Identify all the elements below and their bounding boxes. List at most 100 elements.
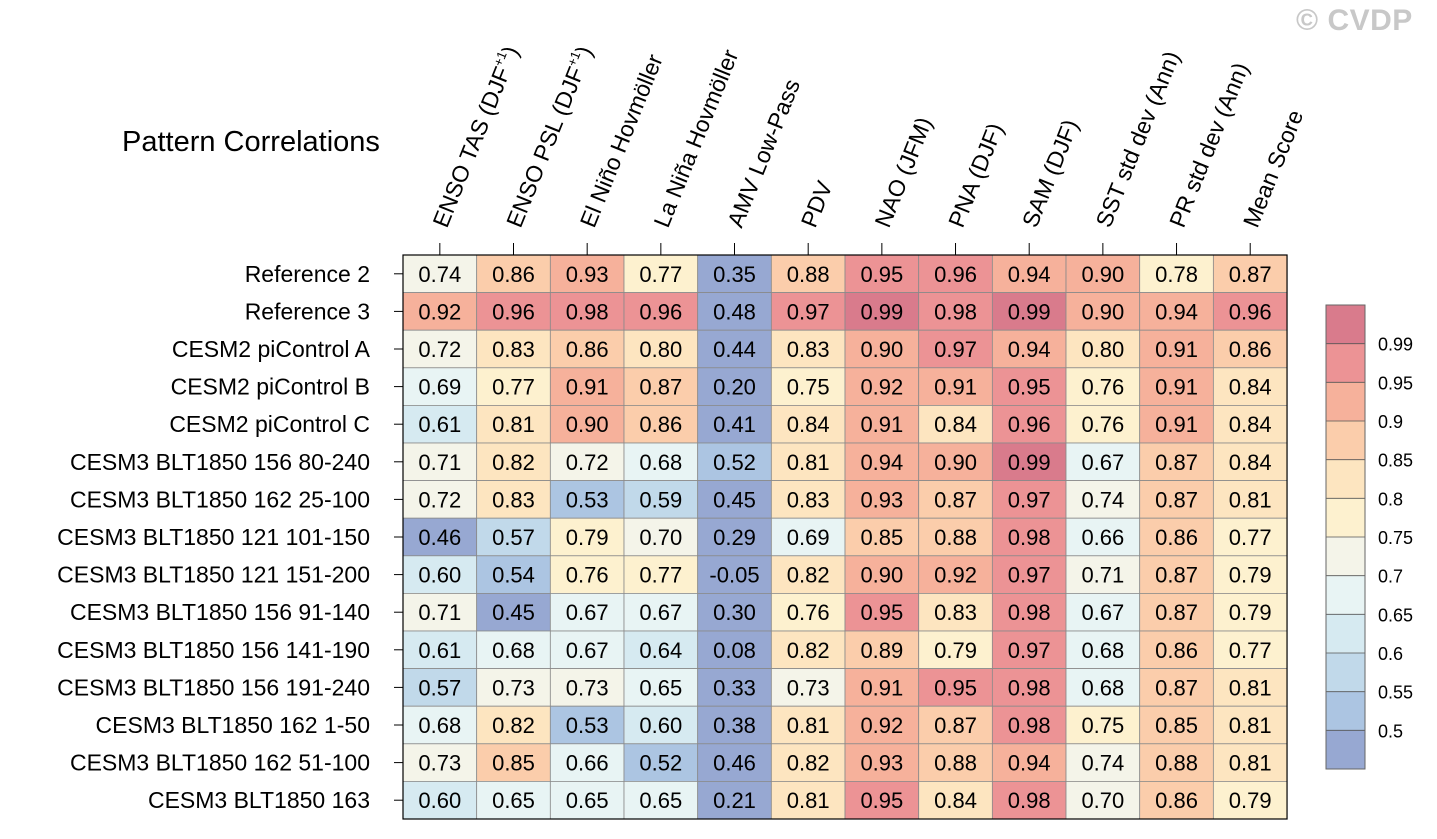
heatmap-cell [1139, 743, 1214, 782]
column-label: PNA (DJF) [943, 119, 1008, 231]
heatmap-cell [1065, 630, 1141, 669]
cell-value: 0.68 [1081, 675, 1124, 700]
heatmap-cell [991, 705, 1067, 745]
cell-value: 0.21 [713, 788, 756, 813]
colorbar-segment [1326, 498, 1365, 537]
cell-value: 0.97 [1008, 563, 1051, 588]
cell-value: 0.57 [418, 675, 461, 700]
colorbar-segment [1326, 343, 1365, 383]
cell-value: 0.93 [566, 262, 609, 287]
colorbar-segment [1326, 653, 1365, 692]
row-label: CESM3 BLT1850 162 51-100 [70, 750, 370, 776]
heatmap-cell [549, 404, 625, 444]
heatmap-cell [1212, 292, 1288, 331]
cell-value: 0.87 [934, 713, 977, 738]
heatmap-cell [549, 705, 625, 745]
cell-value: 0.94 [1008, 262, 1051, 287]
heatmap-cell [918, 329, 993, 369]
cell-value: 0.86 [639, 412, 682, 437]
heatmap-cell [697, 630, 772, 669]
cell-value: 0.35 [713, 262, 756, 287]
heatmap-cell [770, 555, 846, 594]
colorbar-segment [1326, 421, 1365, 460]
row-label: CESM2 piControl B [171, 374, 370, 400]
heatmap-cell [844, 630, 920, 669]
cell-value: 0.84 [1229, 375, 1272, 400]
cell-value: 0.86 [1229, 337, 1272, 362]
cell-value: 0.93 [860, 751, 903, 776]
watermark: © CVDP [1296, 4, 1413, 37]
cell-value: 0.78 [1155, 262, 1198, 287]
cell-value: 0.94 [860, 450, 903, 475]
cell-value: 0.33 [713, 675, 756, 700]
heatmap-cell [770, 329, 846, 369]
heatmap-cell [476, 480, 551, 519]
cell-value: 0.92 [418, 299, 461, 324]
heatmap-cell [991, 480, 1067, 519]
heatmap-cell [476, 404, 551, 444]
heatmap-cell [697, 593, 772, 632]
cell-value: 0.81 [1229, 713, 1272, 738]
cell-value: 0.98 [1008, 525, 1051, 550]
cell-value: 0.85 [492, 751, 535, 776]
cell-value: 0.87 [1155, 600, 1198, 625]
colorbar-label: 0.99 [1378, 335, 1413, 355]
cell-value: 0.84 [934, 412, 977, 437]
cell-value: 0.88 [1155, 751, 1198, 776]
cell-value: 0.95 [860, 600, 903, 625]
column-label: AMV Low-Pass [722, 75, 805, 231]
heatmap-cell [844, 254, 920, 293]
heatmap-cell [844, 404, 920, 444]
cell-value: 0.65 [639, 788, 682, 813]
cell-value: 0.73 [492, 675, 535, 700]
heatmap-cell [697, 292, 772, 331]
cell-value: 0.83 [492, 487, 535, 512]
cell-value: 0.54 [492, 563, 535, 588]
cell-value: 0.69 [787, 525, 830, 550]
colorbar-segment [1326, 691, 1365, 731]
heatmap-cell [623, 630, 699, 669]
heatmap-cell [623, 480, 699, 519]
heatmap-cell [844, 781, 920, 820]
heatmap-cell [697, 743, 772, 782]
cell-value: 0.81 [787, 713, 830, 738]
cell-value: 0.87 [934, 487, 977, 512]
heatmap-cell [1139, 329, 1214, 369]
cell-value: 0.30 [713, 600, 756, 625]
cell-value: 0.90 [1081, 299, 1124, 324]
cell-value: 0.85 [1155, 713, 1198, 738]
heatmap-cell [1212, 781, 1288, 820]
cell-value: 0.67 [1081, 600, 1124, 625]
row-label: CESM3 BLT1850 162 25-100 [70, 486, 370, 512]
heatmap-cell [1065, 555, 1141, 594]
cell-value: 0.98 [1008, 713, 1051, 738]
heatmap-cell [918, 781, 993, 820]
heatmap-cell [697, 781, 772, 820]
heatmap-cell [623, 517, 699, 557]
heatmap-cell [991, 781, 1067, 820]
cell-value: 0.81 [787, 450, 830, 475]
cell-value: 0.75 [1081, 713, 1124, 738]
heatmap-cell [1139, 705, 1214, 745]
cell-value: 0.68 [492, 638, 535, 663]
cell-value: 0.83 [787, 337, 830, 362]
colorbar-segment [1326, 305, 1365, 344]
cell-value: -0.05 [709, 563, 759, 588]
cell-value: 0.87 [639, 375, 682, 400]
cell-value: 0.91 [860, 412, 903, 437]
cell-value: 0.98 [566, 299, 609, 324]
cell-value: 0.46 [713, 751, 756, 776]
heatmap-cell [623, 329, 699, 369]
cell-value: 0.92 [934, 563, 977, 588]
cell-value: 0.73 [566, 675, 609, 700]
heatmap-cell [1212, 517, 1288, 557]
cell-value: 0.90 [1081, 262, 1124, 287]
heatmap-cell [549, 442, 625, 481]
cell-value: 0.65 [492, 788, 535, 813]
cell-value: 0.81 [787, 788, 830, 813]
heatmap-cells [402, 254, 1288, 820]
cell-value: 0.86 [1155, 788, 1198, 813]
cell-value: 0.90 [934, 450, 977, 475]
cell-value: 0.72 [418, 337, 461, 362]
cell-value: 0.67 [566, 638, 609, 663]
